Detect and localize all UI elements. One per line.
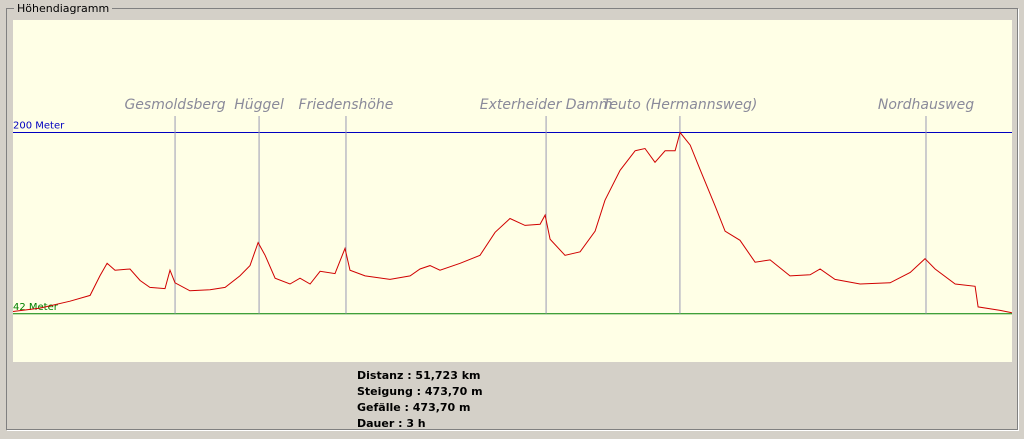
stat-line: Distanz : 51,723 km: [357, 369, 480, 382]
group-title: Höhendiagramm: [14, 2, 113, 15]
stat-line: Steigung : 473,70 m: [357, 385, 483, 398]
group-box: [6, 8, 1018, 430]
elevation-line: [12, 131, 1012, 314]
stat-line: Gefälle : 473,70 m: [357, 401, 471, 414]
waypoint-label: Nordhausweg: [878, 97, 974, 113]
stat-line: Dauer : 3 h: [357, 417, 426, 430]
plot-area: [13, 20, 1012, 362]
waypoint-label: Exterheider Damm: [480, 97, 613, 113]
waypoint-label: Gesmoldsberg: [124, 97, 225, 113]
reference-label: 200 Meter: [13, 120, 65, 131]
reference-label: 42 Meter: [13, 302, 59, 313]
waypoint-label: Teuto (Hermannsweg): [603, 97, 758, 113]
waypoint-label: Friedenshöhe: [299, 97, 394, 113]
waypoint-label: Hüggel: [234, 97, 284, 113]
